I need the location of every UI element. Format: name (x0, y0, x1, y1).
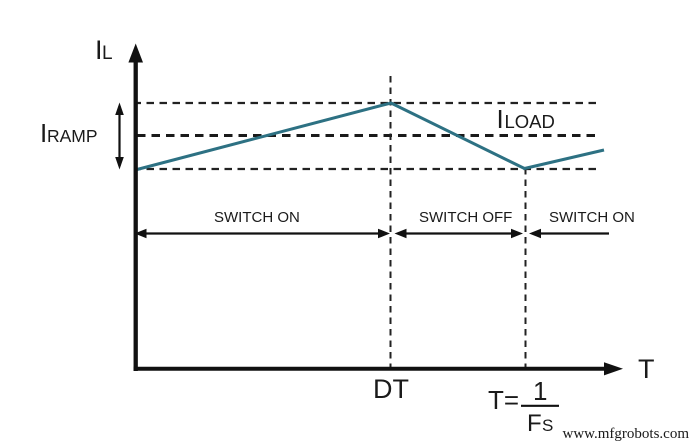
svg-text:SWITCH ON: SWITCH ON (214, 209, 300, 226)
svg-text:I: I (95, 35, 103, 65)
svg-text:I: I (40, 118, 47, 148)
svg-text:1: 1 (533, 376, 547, 406)
svg-text:SWITCH OFF: SWITCH OFF (419, 209, 512, 226)
svg-text:L: L (102, 43, 113, 64)
svg-text:T: T (638, 354, 655, 384)
svg-text:T=: T= (488, 385, 519, 415)
svg-text:DT: DT (373, 374, 409, 404)
svg-text:I: I (497, 104, 504, 134)
svg-text:RAMP: RAMP (47, 126, 98, 146)
svg-text:F: F (527, 410, 542, 437)
svg-text:www.mfgrobots.com: www.mfgrobots.com (562, 426, 689, 442)
svg-text:SWITCH ON: SWITCH ON (549, 209, 635, 226)
svg-text:S: S (542, 416, 553, 435)
svg-text:LOAD: LOAD (505, 111, 555, 132)
